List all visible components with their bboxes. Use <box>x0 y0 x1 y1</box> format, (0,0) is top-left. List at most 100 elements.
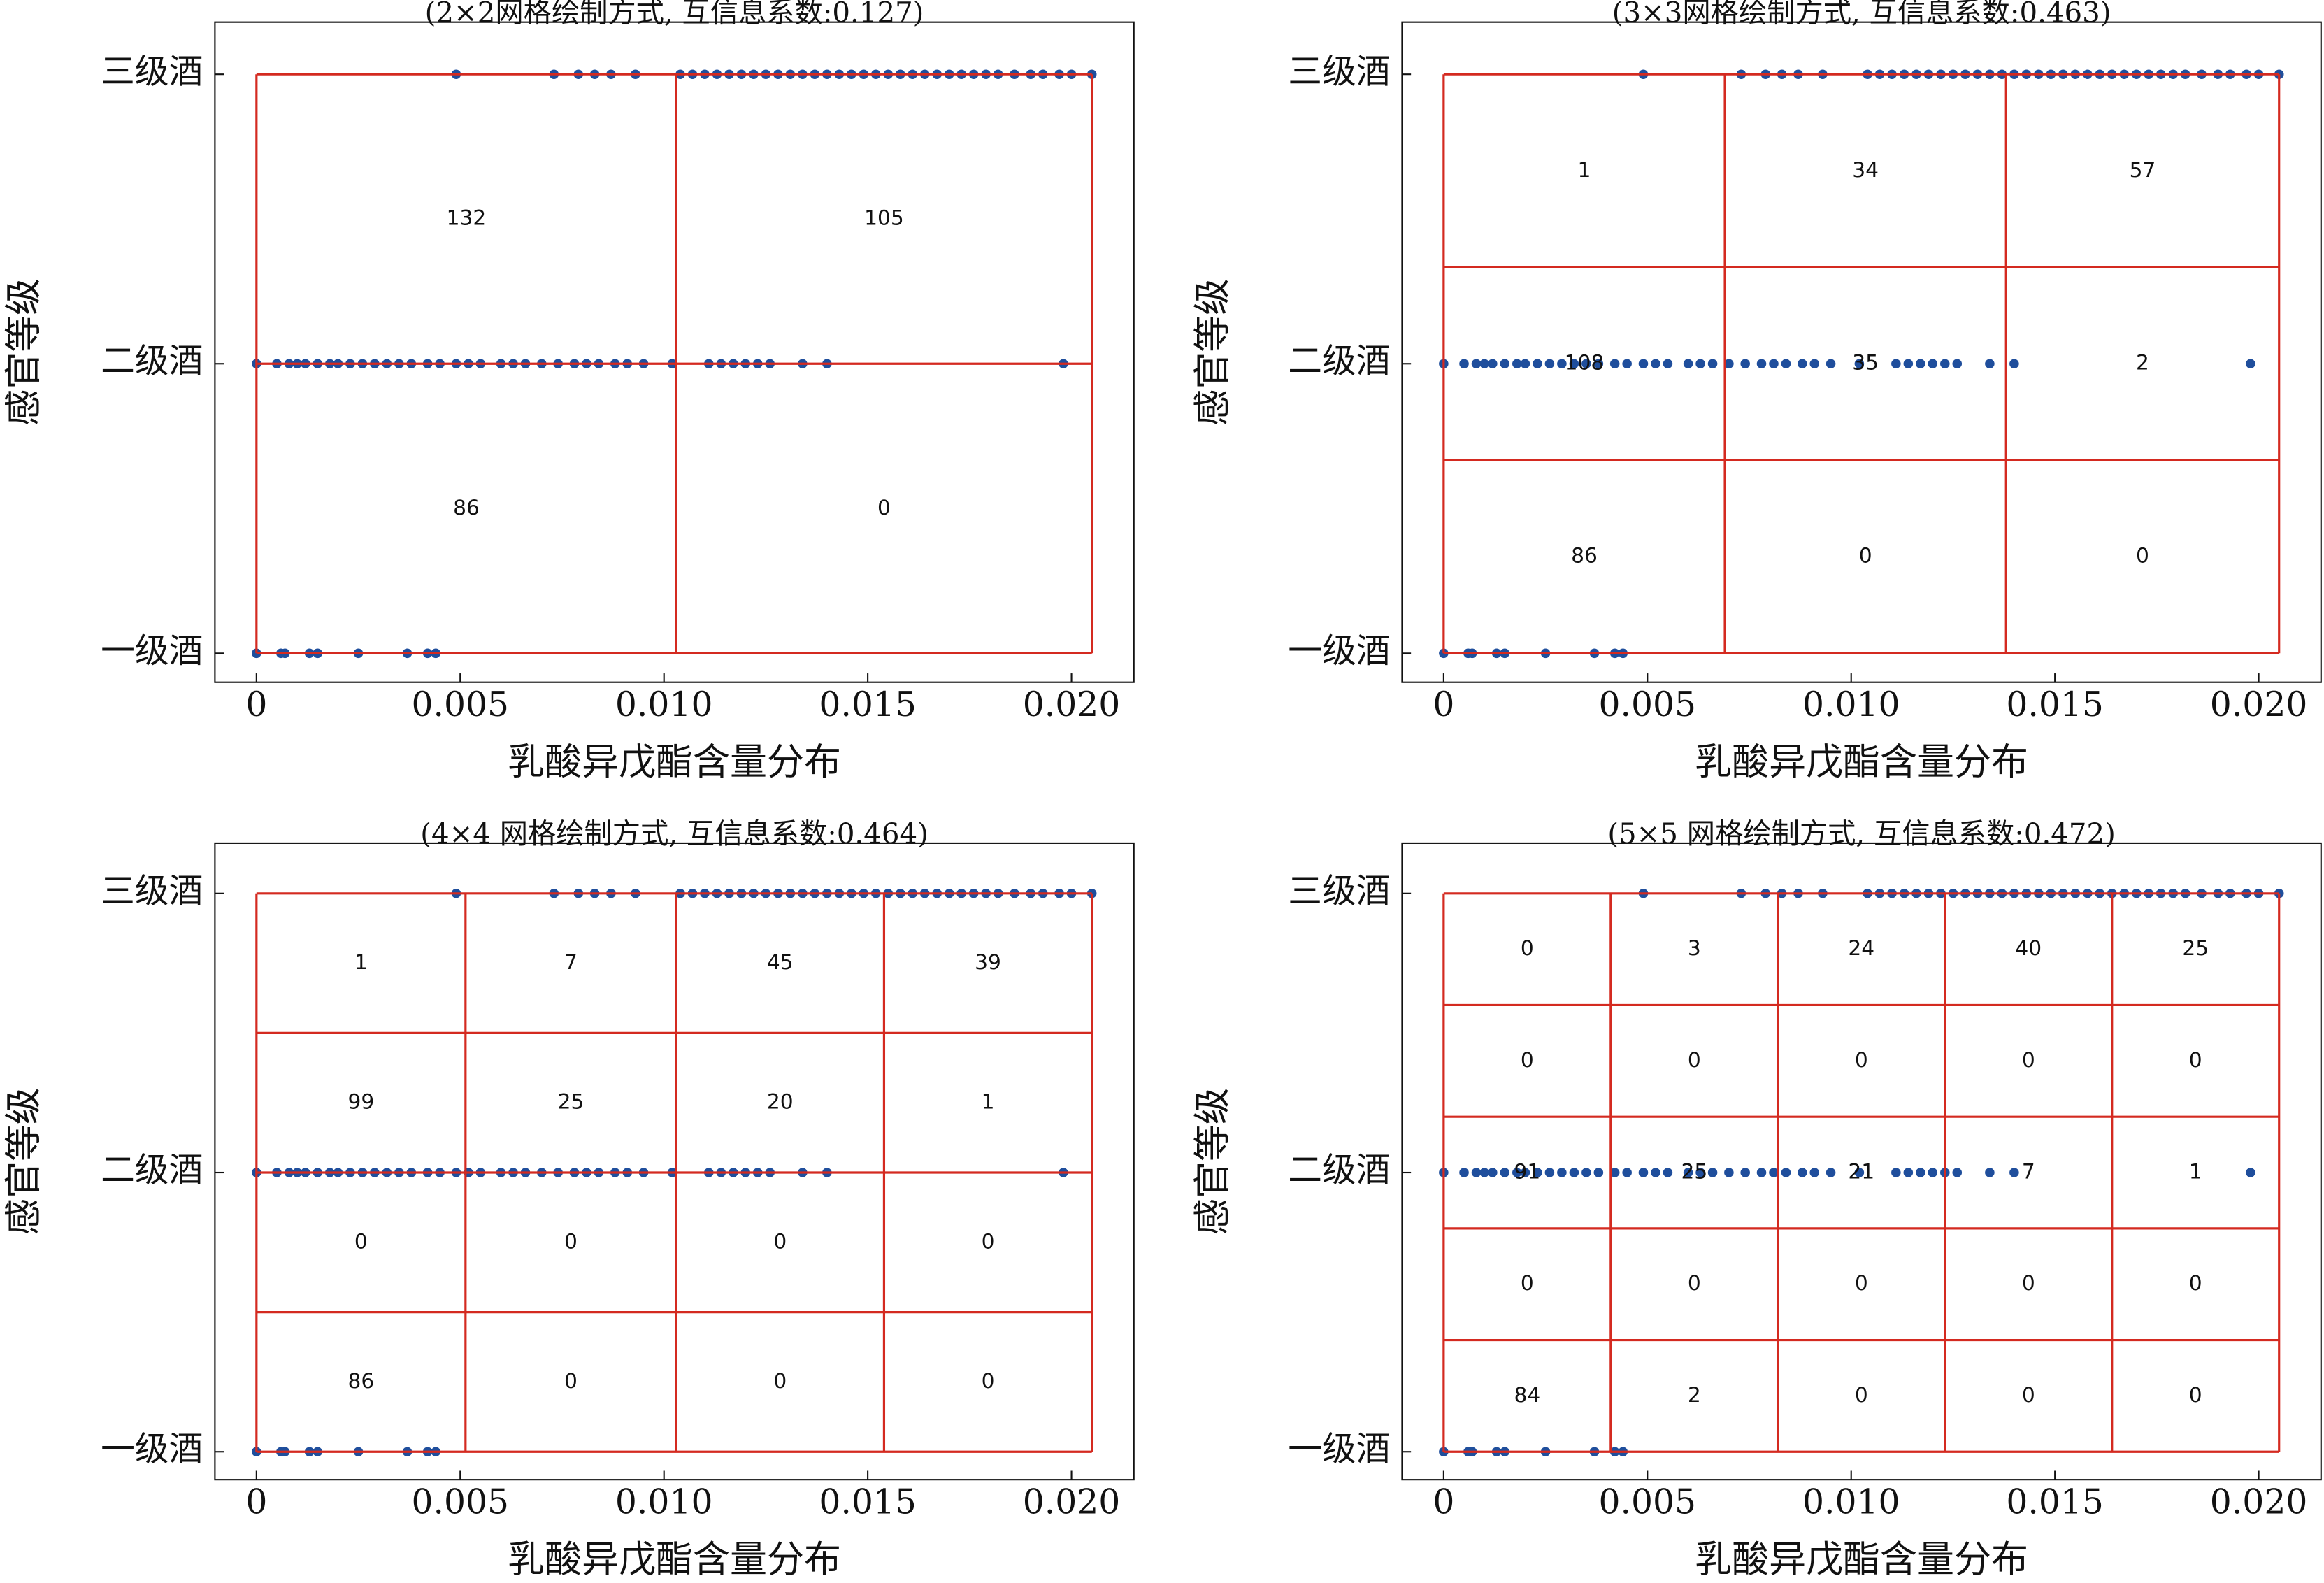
y-axis-label: 感官等级 <box>3 1087 45 1235</box>
point <box>1769 359 1779 369</box>
point <box>1952 359 1963 369</box>
chart-title: (4×4 网格绘制方式, 互信息系数:0.464) <box>420 818 928 850</box>
cell-count: 7 <box>564 950 578 974</box>
y-tick-label: 三级酒 <box>1288 52 1390 92</box>
cell-count: 0 <box>982 1369 995 1393</box>
point <box>1809 1168 1820 1177</box>
cell-count: 0 <box>2189 1048 2202 1072</box>
point <box>1651 359 1660 369</box>
y-tick-label: 一级酒 <box>101 1430 203 1469</box>
point <box>1707 359 1718 369</box>
point <box>1695 1168 1705 1177</box>
point <box>1903 359 1914 369</box>
cell-count: 1 <box>982 1090 995 1114</box>
point <box>1533 1168 1542 1177</box>
cell-count: 3 <box>1688 936 1701 960</box>
cell-count: 0 <box>1521 1048 1534 1072</box>
cell-count: 25 <box>558 1090 584 1114</box>
cell-count: 0 <box>2136 544 2149 568</box>
cell-count: 39 <box>975 950 1001 974</box>
y-tick-label: 三级酒 <box>101 52 203 92</box>
x-tick-label: 0.020 <box>2210 1483 2308 1522</box>
point <box>1707 1168 1718 1177</box>
point <box>1740 359 1750 369</box>
point <box>1544 1168 1555 1177</box>
point <box>1488 1168 1498 1177</box>
cell-count: 0 <box>2022 1048 2035 1072</box>
point <box>1826 359 1836 369</box>
point <box>2246 359 2255 369</box>
point <box>2246 1168 2255 1177</box>
cell-count: 0 <box>564 1229 578 1253</box>
y-tick-label: 一级酒 <box>1288 631 1390 671</box>
cell-count: 0 <box>2022 1271 2035 1295</box>
x-tick-label: 0.005 <box>411 685 509 724</box>
x-axis-label: 乳酸异戊酯含量分布 <box>1695 741 2028 784</box>
cell-count: 0 <box>1521 936 1534 960</box>
axes-frame <box>1401 21 2322 683</box>
point <box>1854 1168 1865 1177</box>
point <box>1798 1168 1807 1177</box>
x-tick-label: 0.020 <box>2210 685 2308 724</box>
cell-count: 132 <box>447 206 487 230</box>
cell-count: 0 <box>1859 544 1872 568</box>
point <box>1638 359 1649 369</box>
x-tick-label: 0.005 <box>1599 1483 1697 1522</box>
point <box>1985 359 1995 369</box>
x-tick-label: 0.015 <box>2006 1483 2104 1522</box>
cell-count: 0 <box>773 1229 787 1253</box>
cell-count: 1 <box>1578 158 1591 182</box>
point <box>1916 1168 1925 1177</box>
cell-count: 45 <box>767 950 794 974</box>
point <box>1724 359 1734 369</box>
y-tick-label: 二级酒 <box>101 342 203 381</box>
point <box>1985 1168 1995 1177</box>
point <box>1663 1168 1673 1177</box>
point <box>1488 359 1498 369</box>
point <box>1940 359 1950 369</box>
cell-count: 86 <box>1571 544 1598 568</box>
cell-count: 1 <box>354 950 368 974</box>
point <box>1769 1168 1779 1177</box>
point <box>1891 1168 1901 1177</box>
point <box>1609 359 1620 369</box>
point <box>1471 1168 1482 1177</box>
y-tick-label: 三级酒 <box>101 871 203 910</box>
point <box>1500 359 1510 369</box>
y-axis-label: 感官等级 <box>1191 1087 1234 1235</box>
point <box>1695 359 1705 369</box>
point <box>1622 1168 1632 1177</box>
point <box>1740 1168 1750 1177</box>
cell-count: 20 <box>767 1090 794 1114</box>
x-tick-label: 0 <box>1433 685 1454 724</box>
cell-count: 0 <box>1688 1048 1701 1072</box>
cell-count: 21 <box>1848 1160 1874 1184</box>
cell-count: 99 <box>347 1090 374 1114</box>
cell-count: 2 <box>2136 351 2149 375</box>
point <box>1520 359 1530 369</box>
point <box>1471 359 1482 369</box>
cell-count: 84 <box>1514 1383 1540 1407</box>
y-tick-label: 二级酒 <box>101 1151 203 1190</box>
cell-count: 0 <box>877 496 891 520</box>
point <box>1683 359 1693 369</box>
point <box>1479 1168 1489 1177</box>
x-axis-label: 乳酸异戊酯含量分布 <box>508 741 841 784</box>
x-tick-label: 0.010 <box>1802 685 1900 724</box>
x-tick-label: 0.020 <box>1023 1483 1121 1522</box>
x-tick-label: 0.005 <box>1599 685 1697 724</box>
cell-count: 0 <box>2022 1383 2035 1407</box>
point <box>1622 359 1632 369</box>
y-tick-label: 三级酒 <box>1288 871 1390 910</box>
x-tick-label: 0.015 <box>2006 685 2104 724</box>
y-axis-label: 感官等级 <box>1191 278 1234 426</box>
cell-count: 2 <box>1688 1383 1701 1407</box>
point <box>1756 359 1767 369</box>
cell-count: 108 <box>1565 351 1605 375</box>
y-tick-label: 一级酒 <box>1288 1430 1390 1469</box>
point <box>1683 1168 1693 1177</box>
point <box>1459 359 1469 369</box>
cell-count: 1 <box>2189 1160 2202 1184</box>
y-tick-label: 二级酒 <box>1288 1151 1390 1190</box>
